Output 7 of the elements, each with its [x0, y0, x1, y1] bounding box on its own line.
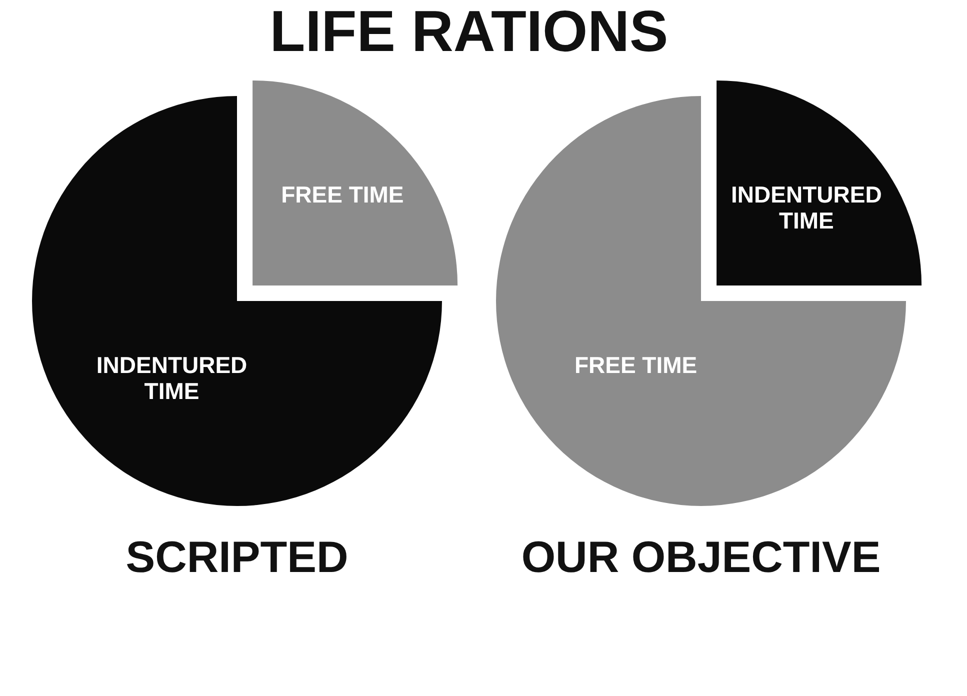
slice-label: FREE TIME: [281, 182, 404, 208]
slice-label: FREE TIME: [574, 352, 698, 378]
text: SCRIPTED: [126, 533, 348, 582]
text: LIFE RATIONS: [270, 0, 668, 64]
text: OUR OBJECTIVE: [521, 533, 881, 582]
slice-label: INDENTURED TIME: [96, 352, 248, 404]
slice-label: INDENTURED TIME: [731, 182, 882, 234]
